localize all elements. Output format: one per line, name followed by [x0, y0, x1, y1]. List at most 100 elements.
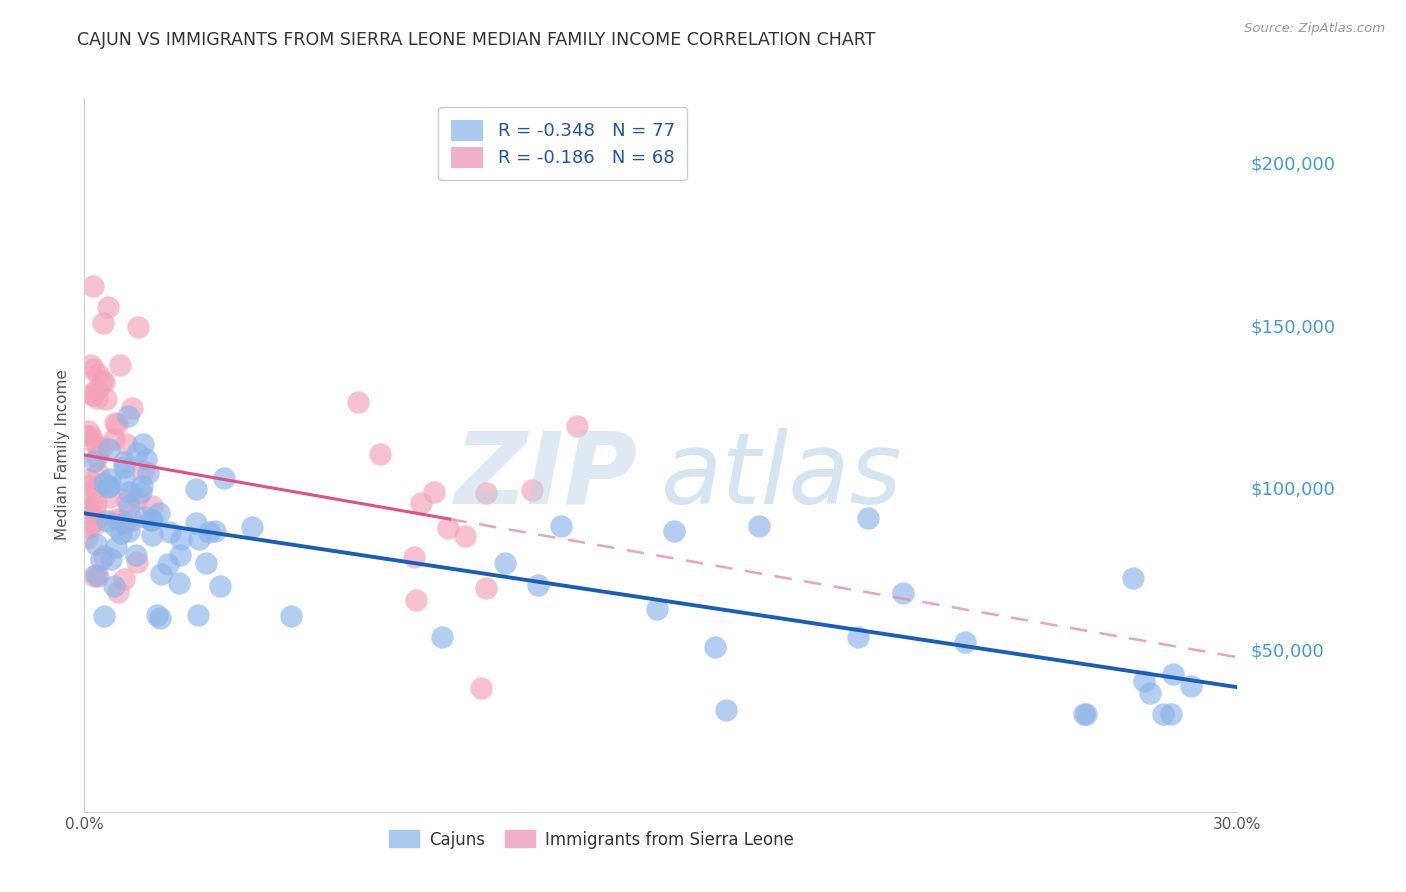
- Point: [131, 484, 153, 499]
- Point: [1132, 673, 1154, 688]
- Point: [846, 630, 869, 644]
- Point: [136, 467, 159, 481]
- Point: [103, 579, 125, 593]
- Point: [86, 367, 108, 381]
- Point: [645, 601, 668, 615]
- Point: [494, 557, 516, 571]
- Point: [96, 300, 118, 314]
- Point: [891, 585, 914, 599]
- Point: [409, 495, 432, 509]
- Point: [197, 524, 219, 539]
- Point: [105, 417, 128, 432]
- Text: ZIP: ZIP: [454, 428, 638, 524]
- Point: [953, 635, 976, 649]
- Point: [118, 485, 141, 500]
- Point: [98, 442, 121, 457]
- Point: [716, 703, 738, 717]
- Point: [91, 440, 114, 454]
- Point: [121, 401, 143, 416]
- Point: [84, 567, 107, 582]
- Point: [110, 358, 132, 372]
- Point: [184, 483, 207, 497]
- Point: [475, 486, 498, 500]
- Point: [93, 475, 115, 490]
- Point: [93, 609, 115, 624]
- Point: [280, 609, 302, 624]
- Point: [148, 506, 170, 520]
- Point: [84, 496, 107, 510]
- Point: [156, 557, 179, 571]
- Point: [1152, 707, 1174, 722]
- Point: [83, 517, 105, 532]
- Point: [748, 519, 770, 533]
- Point: [662, 524, 685, 538]
- Point: [87, 466, 110, 480]
- Point: [104, 417, 127, 431]
- Point: [240, 520, 263, 534]
- Point: [86, 383, 108, 397]
- Point: [1073, 707, 1095, 722]
- Point: [423, 484, 446, 499]
- Point: [82, 278, 104, 293]
- Point: [79, 500, 101, 515]
- Point: [118, 524, 141, 538]
- Point: [703, 640, 725, 654]
- Point: [204, 524, 226, 539]
- Point: [112, 516, 135, 530]
- Point: [187, 607, 209, 622]
- Point: [75, 501, 97, 516]
- Point: [134, 510, 156, 524]
- Text: atlas: atlas: [661, 428, 903, 524]
- Point: [132, 464, 155, 478]
- Point: [184, 516, 207, 530]
- Point: [1122, 571, 1144, 585]
- Point: [565, 418, 588, 433]
- Point: [84, 537, 107, 551]
- Point: [212, 471, 235, 485]
- Legend: Cajuns, Immigrants from Sierra Leone: Cajuns, Immigrants from Sierra Leone: [381, 822, 803, 857]
- Point: [110, 526, 132, 541]
- Point: [135, 451, 157, 466]
- Point: [1139, 686, 1161, 700]
- Point: [520, 483, 543, 497]
- Point: [98, 490, 121, 504]
- Point: [84, 504, 107, 518]
- Point: [454, 528, 477, 542]
- Point: [87, 569, 110, 583]
- Point: [170, 532, 193, 546]
- Point: [108, 513, 131, 527]
- Point: [405, 593, 427, 607]
- Point: [93, 549, 115, 563]
- Point: [368, 447, 391, 461]
- Text: Source: ZipAtlas.com: Source: ZipAtlas.com: [1244, 22, 1385, 36]
- Point: [188, 533, 211, 547]
- Point: [103, 519, 125, 533]
- Point: [83, 454, 105, 468]
- Point: [118, 499, 141, 513]
- Point: [402, 550, 425, 565]
- Point: [527, 577, 550, 591]
- Point: [125, 555, 148, 569]
- Point: [79, 386, 101, 401]
- Point: [1161, 667, 1184, 681]
- Point: [436, 521, 458, 535]
- Point: [80, 429, 103, 443]
- Point: [77, 520, 100, 534]
- Point: [115, 493, 138, 508]
- Point: [117, 409, 139, 423]
- Point: [141, 513, 163, 527]
- Point: [98, 472, 121, 486]
- Point: [159, 524, 181, 539]
- Point: [208, 579, 231, 593]
- Point: [82, 362, 104, 376]
- Point: [91, 374, 114, 388]
- Point: [550, 519, 572, 533]
- Point: [347, 394, 370, 409]
- Point: [84, 481, 107, 495]
- Point: [97, 480, 120, 494]
- Point: [93, 375, 115, 389]
- Point: [80, 358, 103, 372]
- Point: [100, 552, 122, 566]
- Point: [83, 513, 105, 527]
- Point: [104, 540, 127, 554]
